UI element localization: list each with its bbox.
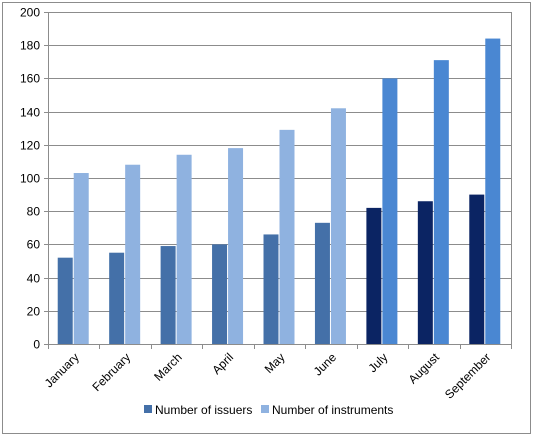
- bar-instruments-june: [330, 108, 346, 344]
- bar-instruments-january: [73, 173, 89, 344]
- legend-swatch-issuers: [144, 405, 152, 413]
- y-tick-label: 40: [27, 272, 41, 286]
- bars: [57, 38, 501, 345]
- y-tick-label: 180: [20, 39, 40, 53]
- x-tick-label: April: [209, 350, 236, 377]
- axes: [44, 12, 512, 349]
- x-tick-label: February: [89, 350, 133, 394]
- bar-issuers-june: [314, 222, 330, 344]
- bar-instruments-september: [485, 38, 501, 345]
- x-tick-labels: January February March April May June July Augu…: [42, 350, 494, 402]
- y-tick-label: 100: [20, 172, 40, 186]
- bar-issuers-april: [212, 244, 228, 344]
- y-tick-label: 20: [27, 305, 41, 319]
- x-tick-label: January: [42, 350, 82, 390]
- bar-issuers-august: [417, 201, 433, 344]
- bar-issuers-march: [160, 246, 176, 344]
- legend-swatch-instruments: [261, 405, 269, 413]
- x-tick-label: August: [406, 350, 443, 387]
- y-tick-labels: 0 20 40 60 80 100 120 140 160 180 200: [20, 6, 40, 352]
- y-tick-label: 80: [27, 205, 41, 219]
- x-tick-label: March: [151, 350, 184, 383]
- bar-instruments-may: [279, 129, 295, 344]
- bar-issuers-july: [366, 207, 382, 344]
- bar-instruments-february: [125, 164, 141, 344]
- y-tick-label: 160: [20, 72, 40, 86]
- x-tick-label: September: [442, 350, 493, 401]
- y-tick-label: 200: [20, 6, 40, 20]
- x-tick-label: May: [262, 350, 288, 376]
- x-tick-label: July: [366, 350, 391, 375]
- bar-issuers-may: [263, 234, 279, 344]
- legend-label-instruments: Number of instruments: [272, 403, 393, 417]
- legend: Number of issuers Number of instruments: [144, 403, 393, 417]
- x-tick-label: June: [311, 350, 340, 379]
- y-tick-label: 120: [20, 139, 40, 153]
- bar-instruments-july: [382, 78, 398, 345]
- y-tick-label: 0: [33, 338, 40, 352]
- bar-issuers-september: [469, 194, 485, 344]
- bar-instruments-march: [176, 154, 192, 344]
- bar-issuers-february: [109, 252, 125, 344]
- y-tick-label: 60: [27, 238, 41, 252]
- bar-instruments-august: [433, 60, 449, 344]
- bar-issuers-january: [57, 257, 73, 344]
- legend-label-issuers: Number of issuers: [155, 403, 252, 417]
- bar-instruments-april: [228, 148, 244, 344]
- y-tick-label: 140: [20, 106, 40, 120]
